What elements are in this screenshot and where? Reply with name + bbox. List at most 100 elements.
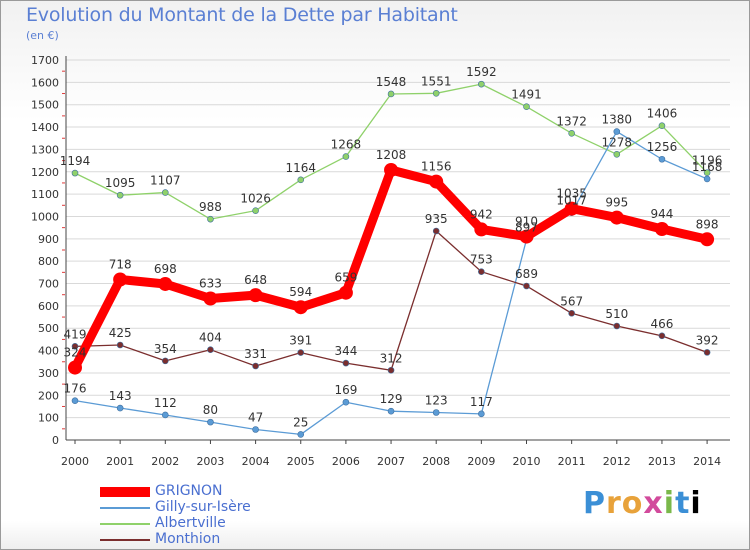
x-tick-label: 2014: [693, 455, 721, 468]
point-monthion: [297, 349, 305, 356]
data-label-grignon: 633: [199, 277, 222, 291]
y-tick-label: 200: [38, 389, 59, 402]
x-tick-label: 2002: [151, 455, 179, 468]
data-label-gilly-sur-is-re: 1168: [692, 160, 723, 174]
data-label-albertville: 988: [199, 200, 222, 214]
y-tick-label: 1700: [31, 54, 59, 67]
data-label-albertville: 1194: [60, 154, 91, 168]
chart-title: Evolution du Montant de la Dette par Hab…: [26, 4, 458, 26]
data-label-albertville: 1278: [602, 135, 633, 149]
point-gilly-sur-is-re: [703, 175, 711, 183]
y-tick-label: 700: [38, 278, 59, 291]
legend-item-albertville: Albertville: [100, 515, 320, 532]
point-albertville: [207, 215, 214, 223]
data-label-gilly-sur-is-re: 897: [515, 220, 538, 234]
point-gilly-sur-is-re: [252, 426, 259, 433]
x-tick-label: 2000: [61, 455, 89, 468]
point-gilly-sur-is-re: [342, 398, 350, 406]
data-label-monthion: 354: [154, 342, 177, 356]
data-label-gilly-sur-is-re: 123: [425, 394, 448, 408]
data-label-grignon: 1208: [376, 148, 407, 162]
legend-label-gilly: Gilly-sur-Isère: [155, 499, 251, 515]
point-gilly-sur-is-re: [162, 411, 169, 419]
point-monthion: [116, 341, 124, 349]
y-tick-label: 1100: [31, 188, 59, 201]
data-label-grignon: 942: [470, 207, 493, 221]
point-grignon: [609, 210, 624, 225]
data-label-albertville: 1095: [105, 176, 136, 190]
data-label-gilly-sur-is-re: 25: [293, 415, 308, 429]
data-label-gilly-sur-is-re: 1017: [556, 194, 587, 208]
data-label-albertville: 1268: [331, 138, 362, 152]
data-label-monthion: 753: [470, 253, 493, 267]
point-albertville: [252, 207, 259, 214]
point-grignon: [429, 174, 444, 189]
x-tick-label: 2006: [332, 455, 360, 468]
point-albertville: [523, 103, 530, 111]
data-label-albertville: 1592: [466, 65, 497, 79]
x-tick-label: 2010: [513, 455, 541, 468]
data-label-albertville: 1107: [150, 174, 181, 188]
point-monthion: [613, 322, 621, 330]
legend-label-albertville: Albertville: [155, 515, 226, 531]
legend-item-monthion: Monthion: [100, 531, 320, 548]
data-label-grignon: 718: [109, 258, 132, 272]
point-albertville: [116, 191, 124, 199]
data-label-gilly-sur-is-re: 47: [248, 410, 263, 424]
data-label-monthion: 419: [64, 327, 87, 341]
y-tick-label: 800: [38, 255, 59, 268]
data-label-albertville: 1164: [285, 161, 316, 175]
data-label-grignon: 1035: [556, 187, 587, 201]
data-label-grignon: 910: [515, 215, 538, 229]
point-grignon: [700, 232, 715, 247]
data-label-monthion: 392: [696, 333, 719, 347]
y-tick-label: 500: [38, 322, 59, 335]
data-label-grignon: 594: [289, 285, 312, 299]
point-grignon: [158, 276, 173, 291]
x-tick-label: 2009: [467, 455, 495, 468]
point-monthion: [207, 346, 214, 353]
y-tick-label: 1400: [31, 121, 59, 134]
data-label-albertville: 1406: [647, 107, 678, 121]
point-monthion: [568, 309, 575, 317]
data-label-albertville: 1551: [421, 74, 452, 88]
point-gilly-sur-is-re: [297, 431, 305, 438]
data-label-monthion: 331: [244, 347, 267, 361]
point-gilly-sur-is-re: [207, 418, 214, 426]
point-monthion: [162, 357, 169, 365]
data-label-grignon: 944: [650, 207, 673, 221]
point-monthion: [478, 268, 485, 275]
legend-swatch-monthion: [100, 539, 150, 541]
y-tick-label: 900: [38, 233, 59, 246]
data-label-monthion: 510: [605, 307, 628, 321]
proxiti-logo: Proxiti: [583, 486, 702, 521]
data-label-gilly-sur-is-re: 1380: [602, 113, 633, 127]
y-tick-label: 100: [38, 412, 59, 425]
x-tick-label: 2005: [287, 455, 315, 468]
point-gilly-sur-is-re: [71, 397, 79, 404]
data-label-grignon: 648: [244, 273, 267, 287]
data-label-monthion: 391: [289, 334, 312, 348]
data-label-monthion: 404: [199, 331, 222, 345]
point-albertville: [71, 169, 79, 177]
point-albertville: [162, 189, 169, 196]
data-label-gilly-sur-is-re: 80: [203, 403, 218, 417]
point-grignon: [384, 162, 399, 177]
legend: GRIGNON Gilly-sur-Isère Albertville Mont…: [100, 483, 320, 548]
point-grignon: [203, 291, 218, 306]
x-tick-label: 2012: [603, 455, 631, 468]
data-label-gilly-sur-is-re: 169: [334, 383, 357, 397]
y-tick-label: 600: [38, 300, 59, 313]
point-monthion: [71, 343, 79, 350]
point-gilly-sur-is-re: [478, 410, 485, 418]
data-label-albertville: 1491: [511, 88, 542, 102]
data-label-albertville: 1196: [692, 154, 723, 168]
point-grignon: [113, 272, 128, 287]
point-grignon: [654, 221, 669, 236]
data-label-grignon: 698: [154, 262, 177, 276]
data-label-albertville: 1026: [240, 192, 271, 206]
data-label-grignon: 995: [605, 196, 628, 210]
data-label-grignon: 1156: [421, 160, 452, 174]
y-tick-label: 0: [52, 434, 59, 447]
